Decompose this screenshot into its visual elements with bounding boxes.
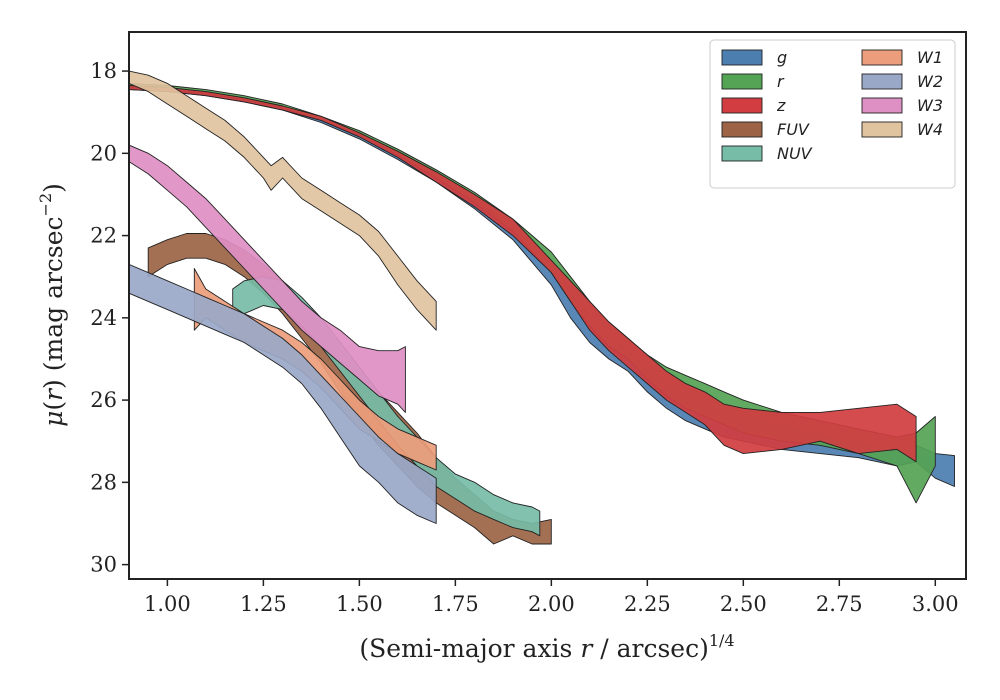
- x-tick-label: 1.75: [432, 592, 479, 616]
- x-tick-label: 2.25: [624, 592, 671, 616]
- bands-layer: [129, 70, 955, 545]
- band-w4: [129, 70, 437, 331]
- x-tick-label: 2.50: [720, 592, 767, 616]
- y-tick-label: 24: [90, 306, 117, 330]
- legend-label-fuv: FUV: [777, 120, 810, 139]
- band-w2: [129, 263, 437, 524]
- legend-swatch-w2: [861, 73, 903, 90]
- legend-swatch-z: [721, 97, 763, 114]
- x-tick-label: 3.00: [912, 592, 959, 616]
- legend-label-w2: W2: [917, 72, 943, 91]
- x-tick-label: 1.00: [144, 592, 191, 616]
- legend-label-w4: W4: [917, 120, 943, 139]
- legend-label-w3: W3: [917, 96, 943, 115]
- legend-swatch-nuv: [721, 145, 763, 162]
- band-w3: [129, 144, 406, 413]
- x-axis: 1.00 1.25 1.50 1.75 2.00 2.25 2.50 2.75 3.00: [144, 579, 959, 616]
- legend-label-z: z: [776, 96, 786, 115]
- legend-swatch-w1: [861, 49, 903, 66]
- x-axis-title: (Semi-major axis r / arcsec)1/4: [359, 631, 734, 663]
- x-tick-label: 1.50: [336, 592, 383, 616]
- legend-label-g: g: [777, 48, 787, 67]
- y-tick-label: 18: [90, 59, 117, 83]
- legend-label-w1: W1: [917, 48, 943, 67]
- y-tick-label: 26: [90, 388, 117, 412]
- y-axis-title: μ(r) (mag arcsec−2): [36, 183, 68, 427]
- y-tick-label: 28: [90, 470, 117, 494]
- legend-swatch-w3: [861, 97, 903, 114]
- legend-swatch-g: [721, 49, 763, 66]
- legend-swatch-fuv: [721, 121, 763, 138]
- legend-swatch-w4: [861, 121, 903, 138]
- y-tick-label: 20: [90, 141, 117, 165]
- legend-label-nuv: NUV: [777, 144, 813, 163]
- y-axis: 18 20 22 24 26 28 30: [90, 59, 129, 577]
- legend-swatch-r: [721, 73, 763, 90]
- x-tick-label: 2.75: [816, 592, 863, 616]
- x-tick-label: 1.25: [240, 592, 287, 616]
- legend-label-r: r: [777, 72, 785, 91]
- legend: grz FUV NUV W1 W2 W3 W4: [709, 39, 956, 189]
- plot-frame: [128, 31, 967, 580]
- x-tick-label: 2.00: [528, 592, 575, 616]
- y-tick-label: 30: [90, 553, 117, 577]
- band-z: [129, 85, 917, 463]
- y-tick-label: 22: [90, 224, 117, 248]
